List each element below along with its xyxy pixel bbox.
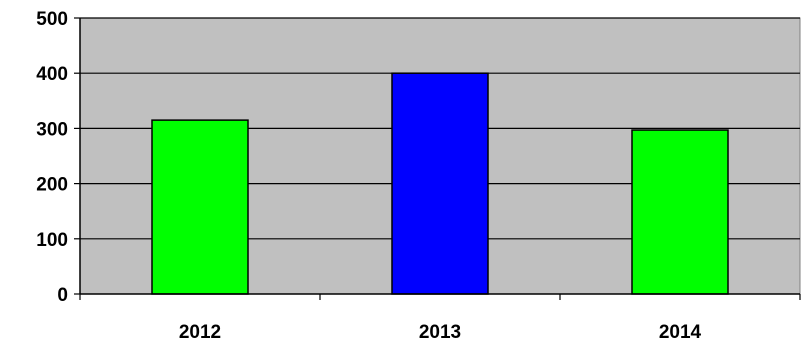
y-tick-label-300: 300 xyxy=(36,119,68,140)
x-tick-label-2013: 2013 xyxy=(419,322,461,343)
y-tick-label-0: 0 xyxy=(57,285,68,306)
bar-2012 xyxy=(151,119,249,295)
y-tick-labels: 0 100 200 300 400 500 xyxy=(36,9,68,306)
x-tick-label-2012: 2012 xyxy=(179,322,221,343)
axes xyxy=(74,17,801,300)
bar-2013 xyxy=(391,72,489,295)
bar-2014 xyxy=(631,129,729,295)
y-tick-label-500: 500 xyxy=(36,9,68,30)
y-tick-label-200: 200 xyxy=(36,175,68,196)
y-tick-label-400: 400 xyxy=(36,64,68,85)
x-tick-label-2014: 2014 xyxy=(659,322,702,343)
x-tick-labels: 2012 2013 2014 xyxy=(179,322,702,343)
bars xyxy=(151,72,729,295)
y-tick-label-100: 100 xyxy=(36,230,68,251)
